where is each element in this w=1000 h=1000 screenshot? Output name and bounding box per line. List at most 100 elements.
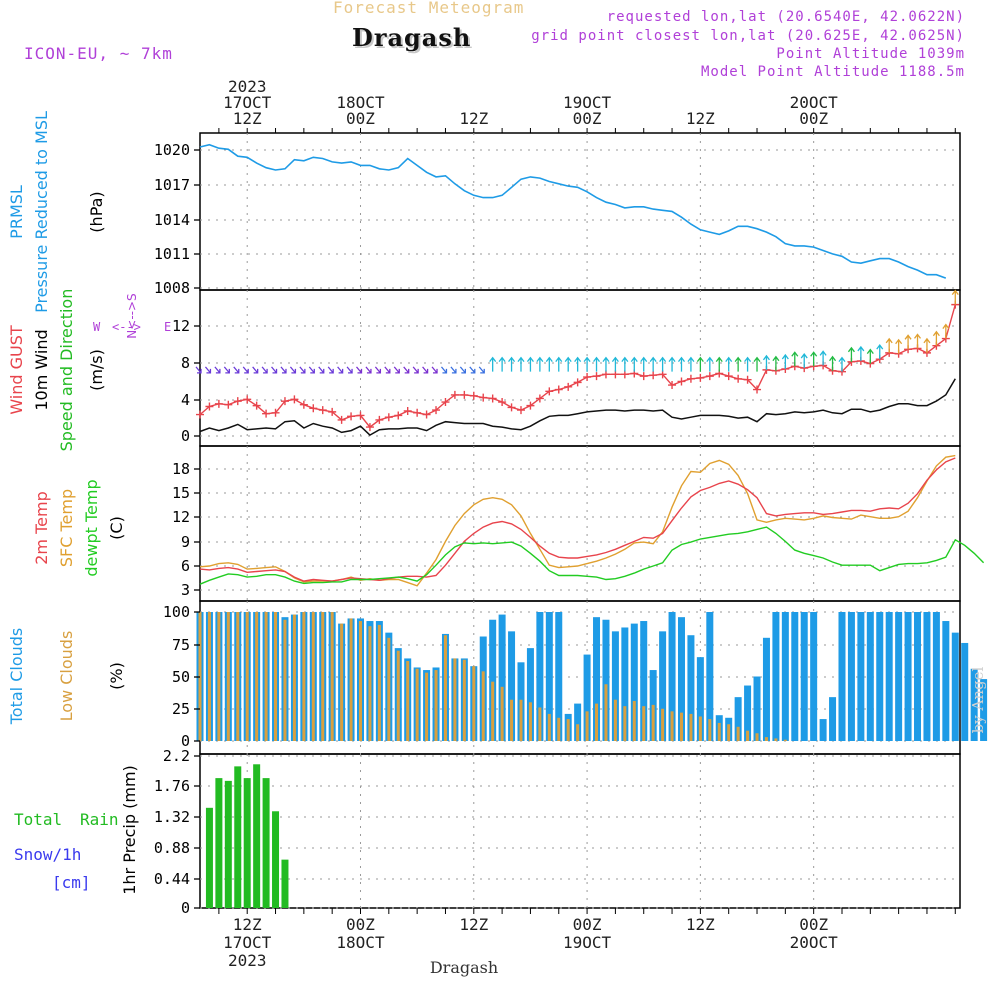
wind-direction-arrow	[611, 356, 619, 372]
wind-direction-arrow	[204, 366, 212, 374]
total-clouds-bar	[847, 612, 855, 741]
wind-gust-point	[365, 423, 374, 432]
wind-direction-arrow	[489, 356, 497, 372]
y-tick-label: 8	[181, 354, 190, 372]
total-clouds-bar	[914, 612, 922, 741]
clouds-unit-label: (%)	[107, 662, 126, 690]
low-clouds-bar	[708, 719, 712, 741]
total-clouds-bar	[866, 612, 874, 741]
low-clouds-bar	[679, 712, 683, 741]
top-time-label: 17OCT	[223, 93, 272, 112]
wind-direction-arrow	[772, 355, 780, 371]
wind-direction-arrow	[374, 366, 382, 374]
low-clouds-bar	[217, 612, 221, 741]
y-tick-label: 12	[172, 317, 190, 335]
compass-ns-label: N<-->S	[125, 293, 139, 338]
closest-grid-point: grid point closest lon,lat (20.625E, 42.…	[531, 28, 965, 44]
total-clouds-bar	[508, 631, 516, 741]
low-clouds-bar	[453, 658, 457, 741]
top-time-label: 00Z	[573, 109, 602, 128]
wind-direction-arrow	[517, 356, 525, 372]
wind-gust-point	[356, 411, 365, 420]
wind-gust-point	[413, 408, 422, 417]
low-clouds-bar	[368, 626, 372, 741]
y-tick-label: 1.76	[154, 777, 190, 795]
wind-direction-arrow	[498, 356, 506, 372]
wind-gust-point	[554, 385, 563, 394]
wind-gust-point	[328, 407, 337, 416]
wind-gust-point	[583, 373, 592, 382]
wind-direction-arrow	[545, 356, 553, 372]
low-clouds-bar	[207, 612, 211, 741]
total-clouds-bar	[942, 621, 950, 741]
wind-gust-point	[620, 370, 629, 379]
low-clouds-bar	[462, 659, 466, 741]
wind-direction-arrow	[847, 346, 855, 362]
y-tick-label: 0	[181, 427, 190, 445]
y-tick-label: 50	[172, 668, 190, 686]
low-clouds-bar	[698, 716, 702, 741]
total-clouds-bar	[706, 612, 714, 741]
y-tick-label: 1014	[154, 211, 190, 229]
total-clouds-bar	[687, 635, 695, 741]
wind-direction-arrow	[280, 366, 287, 374]
wind-gust-point	[696, 373, 705, 382]
wind-direction-label: Speed and Direction	[57, 289, 76, 452]
wind-direction-arrow	[630, 356, 638, 372]
precip-rain-label: Rain	[80, 810, 119, 829]
wind-direction-arrow	[932, 330, 940, 346]
wind-gust-point	[526, 401, 535, 410]
low-clouds-bar	[642, 706, 646, 741]
total-clouds-bar	[791, 612, 799, 741]
total-clouds-bar	[885, 612, 893, 741]
y-tick-label: 6	[181, 557, 190, 575]
wind-gust-point	[309, 404, 318, 413]
grid-lines	[200, 133, 960, 909]
wind-gust-point	[403, 406, 412, 415]
chart-subtitle: Forecast Meteogram	[333, 0, 525, 17]
wind-gust-point	[743, 375, 752, 384]
wind-direction-arrow	[469, 366, 476, 374]
low-clouds-bar	[670, 711, 674, 741]
low-clouds-bar	[595, 703, 599, 741]
y-tick-label: 1011	[154, 245, 190, 263]
low-clouds-bar	[566, 719, 570, 741]
total-clouds-bar	[772, 612, 780, 741]
low-clouds-bar	[547, 713, 551, 741]
wind-direction-arrow	[252, 366, 259, 374]
y-tick-label: 100	[163, 603, 190, 621]
wind-direction-arrow	[536, 356, 544, 372]
wind-direction-arrow	[696, 356, 704, 372]
top-time-label: 2023	[228, 77, 267, 96]
low-clouds-bar	[519, 699, 523, 741]
pressure-panel-frame	[199, 132, 961, 291]
wind-gust-point	[233, 397, 242, 406]
temp-2m-line	[199, 457, 956, 582]
low-clouds-bar	[585, 711, 589, 741]
low-clouds-bar	[292, 614, 296, 741]
wind-gust-point	[375, 415, 384, 424]
low-clouds-bar	[330, 612, 334, 741]
low-clouds-bar	[302, 612, 306, 741]
low-clouds-bar	[387, 637, 391, 741]
total-clouds-bar	[659, 631, 667, 741]
footer-location: Dragash	[430, 958, 498, 977]
wind-direction-arrow	[299, 366, 306, 374]
wind-direction-arrow	[781, 353, 789, 369]
low-clouds-bar	[472, 666, 476, 741]
wind-direction-arrow	[715, 356, 723, 372]
wind-gust-point	[290, 395, 299, 404]
wind-direction-arrow	[327, 366, 334, 374]
wind-direction-arrow	[593, 356, 601, 372]
low-clouds-bar	[689, 713, 693, 741]
low-clouds-bar	[396, 650, 400, 741]
wind-gust-point	[705, 372, 714, 381]
temp-2m-label: 2m Temp	[32, 491, 51, 565]
low-clouds-bar	[425, 672, 429, 741]
total-clouds-bar	[498, 614, 506, 741]
top-time-label: 12Z	[686, 109, 715, 128]
wind-direction-arrow	[346, 366, 353, 374]
low-clouds-bar	[349, 618, 353, 741]
wind-direction-arrow	[393, 366, 400, 374]
bottom-time-label: 12Z	[459, 915, 488, 934]
